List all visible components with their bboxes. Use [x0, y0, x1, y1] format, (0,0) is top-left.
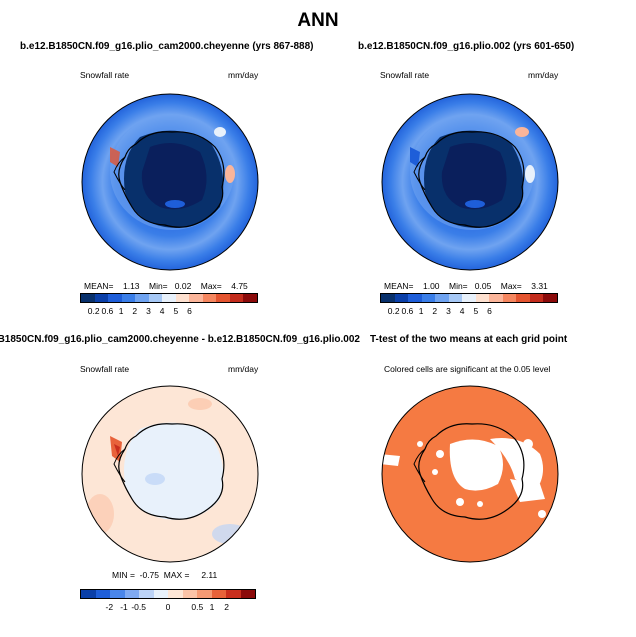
colorbar-tick-label: 0: [165, 602, 171, 612]
colorbar-tick-label: 3: [446, 306, 451, 316]
panel-title-bottom-right: T-test of the two means at each grid poi…: [370, 334, 568, 345]
colorbar-segment: [182, 590, 197, 598]
variable-label-top-left: Snowfall rate: [80, 70, 130, 80]
colorbar-tick-label: -2: [105, 602, 114, 612]
colorbar-segment: [529, 294, 544, 302]
panel-title-top-right: b.e12.B1850CN.f09_g16.plio.002 (yrs 601-…: [358, 41, 575, 52]
polar-map-bottom-right: [381, 385, 559, 563]
colorbar-top-right: [380, 293, 558, 303]
colorbar-segment: [240, 590, 255, 598]
colorbar-tick-label: 6: [487, 306, 492, 316]
colorbar-bottom-left: [80, 589, 256, 599]
colorbar-segment: [162, 294, 176, 302]
colorbar-segment: [81, 590, 96, 598]
colorbar-top-left: [80, 293, 258, 303]
colorbar-tick-label: 0.6: [101, 306, 114, 316]
colorbar-segment: [462, 294, 476, 302]
colorbar-segment: [148, 294, 163, 302]
colorbar-tick-label: 5: [473, 306, 479, 316]
colorbar-segment: [408, 294, 422, 302]
polar-map-top-right: [381, 93, 559, 271]
colorbar-tick-label: 0.6: [401, 306, 414, 316]
colorbar-segment: [168, 590, 183, 598]
colorbar-tick-label: 2: [132, 306, 138, 316]
colorbar-segment: [139, 590, 154, 598]
units-label-bottom-left: mm/day: [228, 364, 259, 374]
colorbar-segment: [108, 294, 122, 302]
colorbar-tick-label: 3: [146, 306, 151, 316]
colorbar-segment: [421, 294, 436, 302]
colorbar-segment: [189, 294, 203, 302]
colorbar-tick-label: 0.5: [191, 602, 204, 612]
colorbar-segment: [110, 590, 125, 598]
colorbar-segment: [211, 590, 226, 598]
units-label-top-right: mm/day: [528, 70, 559, 80]
colorbar-tick-label: 0.2: [387, 306, 400, 316]
colorbar-segment: [502, 294, 517, 302]
colorbar-segment: [216, 294, 230, 302]
colorbar-segment: [475, 294, 490, 302]
colorbar-segment: [175, 294, 190, 302]
colorbar-tick-label: -1: [120, 602, 128, 612]
units-label-top-left: mm/day: [228, 70, 259, 80]
stats-top-right: MEAN= 1.00 Min= 0.05 Max= 3.31: [384, 281, 548, 291]
subtitle-bottom-right: Colored cells are significant at the 0.0…: [384, 364, 551, 374]
colorbar-segment: [229, 294, 244, 302]
colorbar-ticks-top-left: 0.2 0.6 1 2 3 4 5 6: [80, 306, 258, 318]
variable-label-top-right: Snowfall rate: [380, 70, 430, 80]
colorbar-segment: [543, 294, 557, 302]
colorbar-segment: [394, 294, 409, 302]
colorbar-segment: [153, 590, 168, 598]
stats-bottom-left: MIN = -0.75 MAX = 2.11: [112, 570, 218, 580]
colorbar-segment: [448, 294, 463, 302]
colorbar-segment: [243, 294, 257, 302]
colorbar-tick-label: 4: [159, 306, 165, 316]
colorbar-segment: [94, 294, 109, 302]
colorbar-tick-label: 1: [209, 602, 215, 612]
colorbar-tick-label: 1: [418, 306, 424, 316]
panel-title-bottom-left: b.e12.B1850CN.f09_g16.plio_cam2000.cheye…: [0, 334, 360, 345]
colorbar-segment: [135, 294, 149, 302]
panel-title-top-left: b.e12.B1850CN.f09_g16.plio_cam2000.cheye…: [20, 41, 314, 52]
polar-map-top-left: [81, 93, 259, 271]
colorbar-segment: [435, 294, 449, 302]
colorbar-tick-label: 0.2: [87, 306, 100, 316]
colorbar-tick-label: 6: [187, 306, 192, 316]
colorbar-segment: [197, 590, 212, 598]
colorbar-segment: [121, 294, 136, 302]
colorbar-segment: [489, 294, 503, 302]
variable-label-bottom-left: Snowfall rate: [80, 364, 130, 374]
figure-title: ANN: [297, 10, 339, 31]
colorbar-tick-label: 2: [432, 306, 438, 316]
colorbar-segment: [81, 294, 95, 302]
colorbar-tick-label: 2: [224, 602, 230, 612]
colorbar-ticks-bottom-left: -2 -1 -0.5 0 0.5 1 2: [80, 602, 256, 614]
colorbar-segment: [95, 590, 110, 598]
colorbar-segment: [226, 590, 241, 598]
colorbar-ticks-top-right: 0.2 0.6 1 2 3 4 5 6: [380, 306, 558, 318]
stats-top-left: MEAN= 1.13 Min= 0.02 Max= 4.75: [84, 281, 248, 291]
colorbar-segment: [202, 294, 217, 302]
colorbar-tick-label: -0.5: [131, 602, 146, 612]
polar-map-bottom-left: [81, 385, 259, 563]
colorbar-segment: [124, 590, 139, 598]
colorbar-segment: [516, 294, 530, 302]
colorbar-segment: [381, 294, 395, 302]
colorbar-tick-label: 1: [118, 306, 124, 316]
colorbar-tick-label: 4: [459, 306, 465, 316]
colorbar-tick-label: 5: [173, 306, 179, 316]
